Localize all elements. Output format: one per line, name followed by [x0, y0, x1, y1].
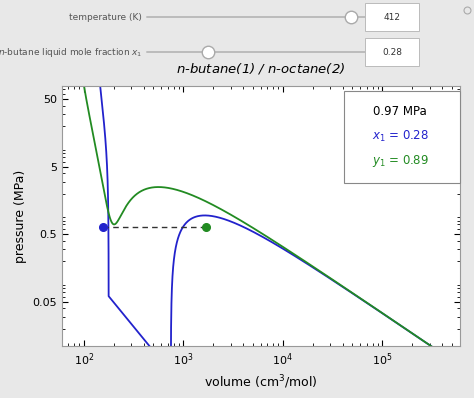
- Y-axis label: pressure (MPa): pressure (MPa): [14, 169, 27, 263]
- Text: $y_1$ = 0.89: $y_1$ = 0.89: [372, 153, 428, 170]
- Text: $x_1$ = 0.28: $x_1$ = 0.28: [372, 129, 428, 144]
- X-axis label: volume (cm$^3$/mol): volume (cm$^3$/mol): [204, 373, 318, 391]
- FancyBboxPatch shape: [365, 38, 419, 66]
- Text: $n$-butane liquid mole fraction $x_1$: $n$-butane liquid mole fraction $x_1$: [0, 46, 142, 59]
- Text: 412: 412: [384, 13, 401, 22]
- Text: 0.28: 0.28: [383, 48, 402, 57]
- FancyBboxPatch shape: [365, 4, 419, 31]
- Text: 0.97 MPa: 0.97 MPa: [373, 105, 427, 118]
- Text: temperature (K): temperature (K): [69, 13, 142, 22]
- FancyBboxPatch shape: [344, 91, 460, 183]
- Text: $n$-butane(1) / $n$-octane(2): $n$-butane(1) / $n$-octane(2): [176, 61, 346, 76]
